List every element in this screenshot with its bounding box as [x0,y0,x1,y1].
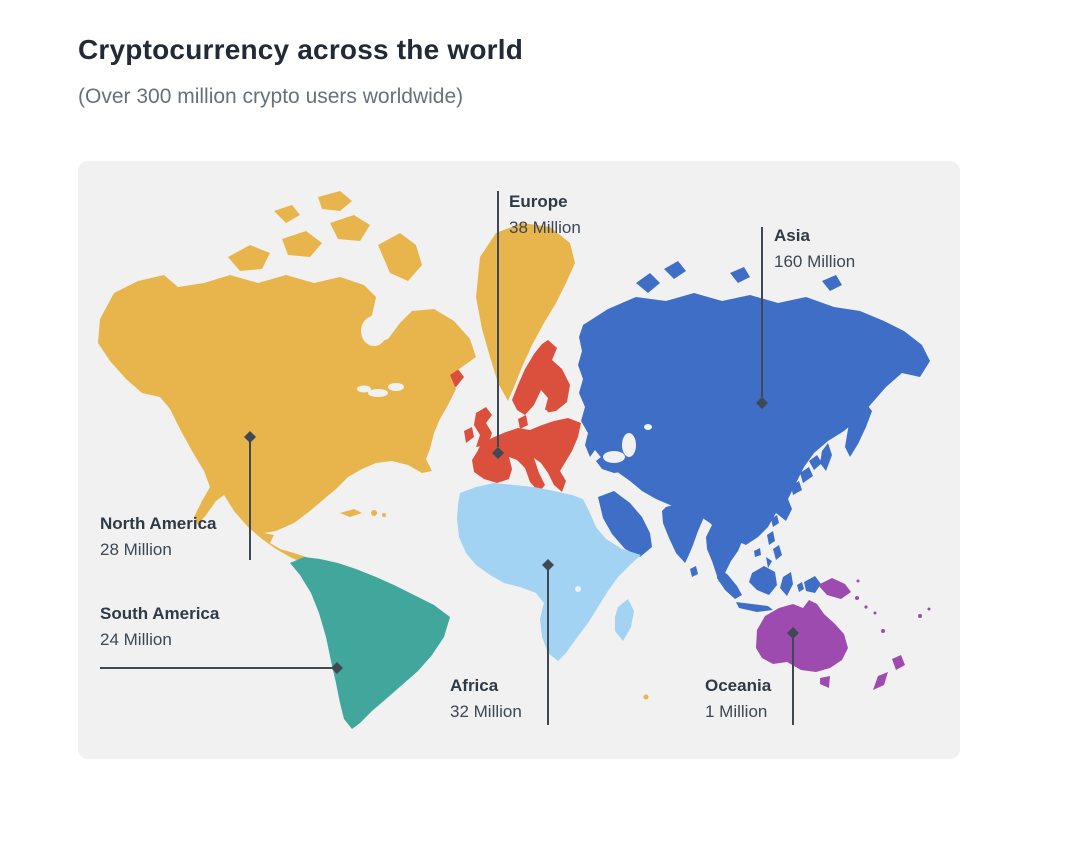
page-subtitle: (Over 300 million crypto users worldwide… [78,85,464,108]
footer: cointelegraph.com source: Oddup [0,788,1084,840]
region-north-america [98,191,649,700]
label-africa-name: Africa [450,676,499,695]
region-asia [578,261,930,612]
label-north-america-name: North America [100,514,217,533]
world-map [98,191,931,729]
label-europe-name: Europe [509,192,568,211]
region-oceania [756,578,931,690]
marker-asia [756,397,768,409]
label-europe-value: 38 Million [509,218,581,237]
marker-oceania [787,627,799,639]
label-north-america-value: 28 Million [100,540,172,559]
marker-north-america [244,431,256,443]
page-title: Cryptocurrency across the world [78,34,523,65]
label-oceania-value: 1 Million [705,702,768,721]
label-oceania-name: Oceania [705,676,772,695]
label-oceania: Oceania 1 Million [705,673,771,725]
label-europe: Europe 38 Million [509,189,581,241]
label-asia-name: Asia [774,226,810,245]
label-north-america: North America 28 Million [100,511,217,563]
inland-seas [357,316,652,592]
region-south-america [290,557,450,729]
marker-africa [542,559,554,571]
label-south-america: South America 24 Million [100,601,219,653]
label-south-america-value: 24 Million [100,630,172,649]
label-africa-value: 32 Million [450,702,522,721]
label-africa: Africa 32 Million [450,673,522,725]
label-asia: Asia 160 Million [774,223,855,275]
label-south-america-name: South America [100,604,220,623]
world-map-panel: Europe 38 Million Asia 160 Million North… [78,161,960,759]
callouts [100,191,799,725]
label-asia-value: 160 Million [774,252,856,271]
marker-south-america [331,662,343,674]
marker-europe [492,447,504,459]
